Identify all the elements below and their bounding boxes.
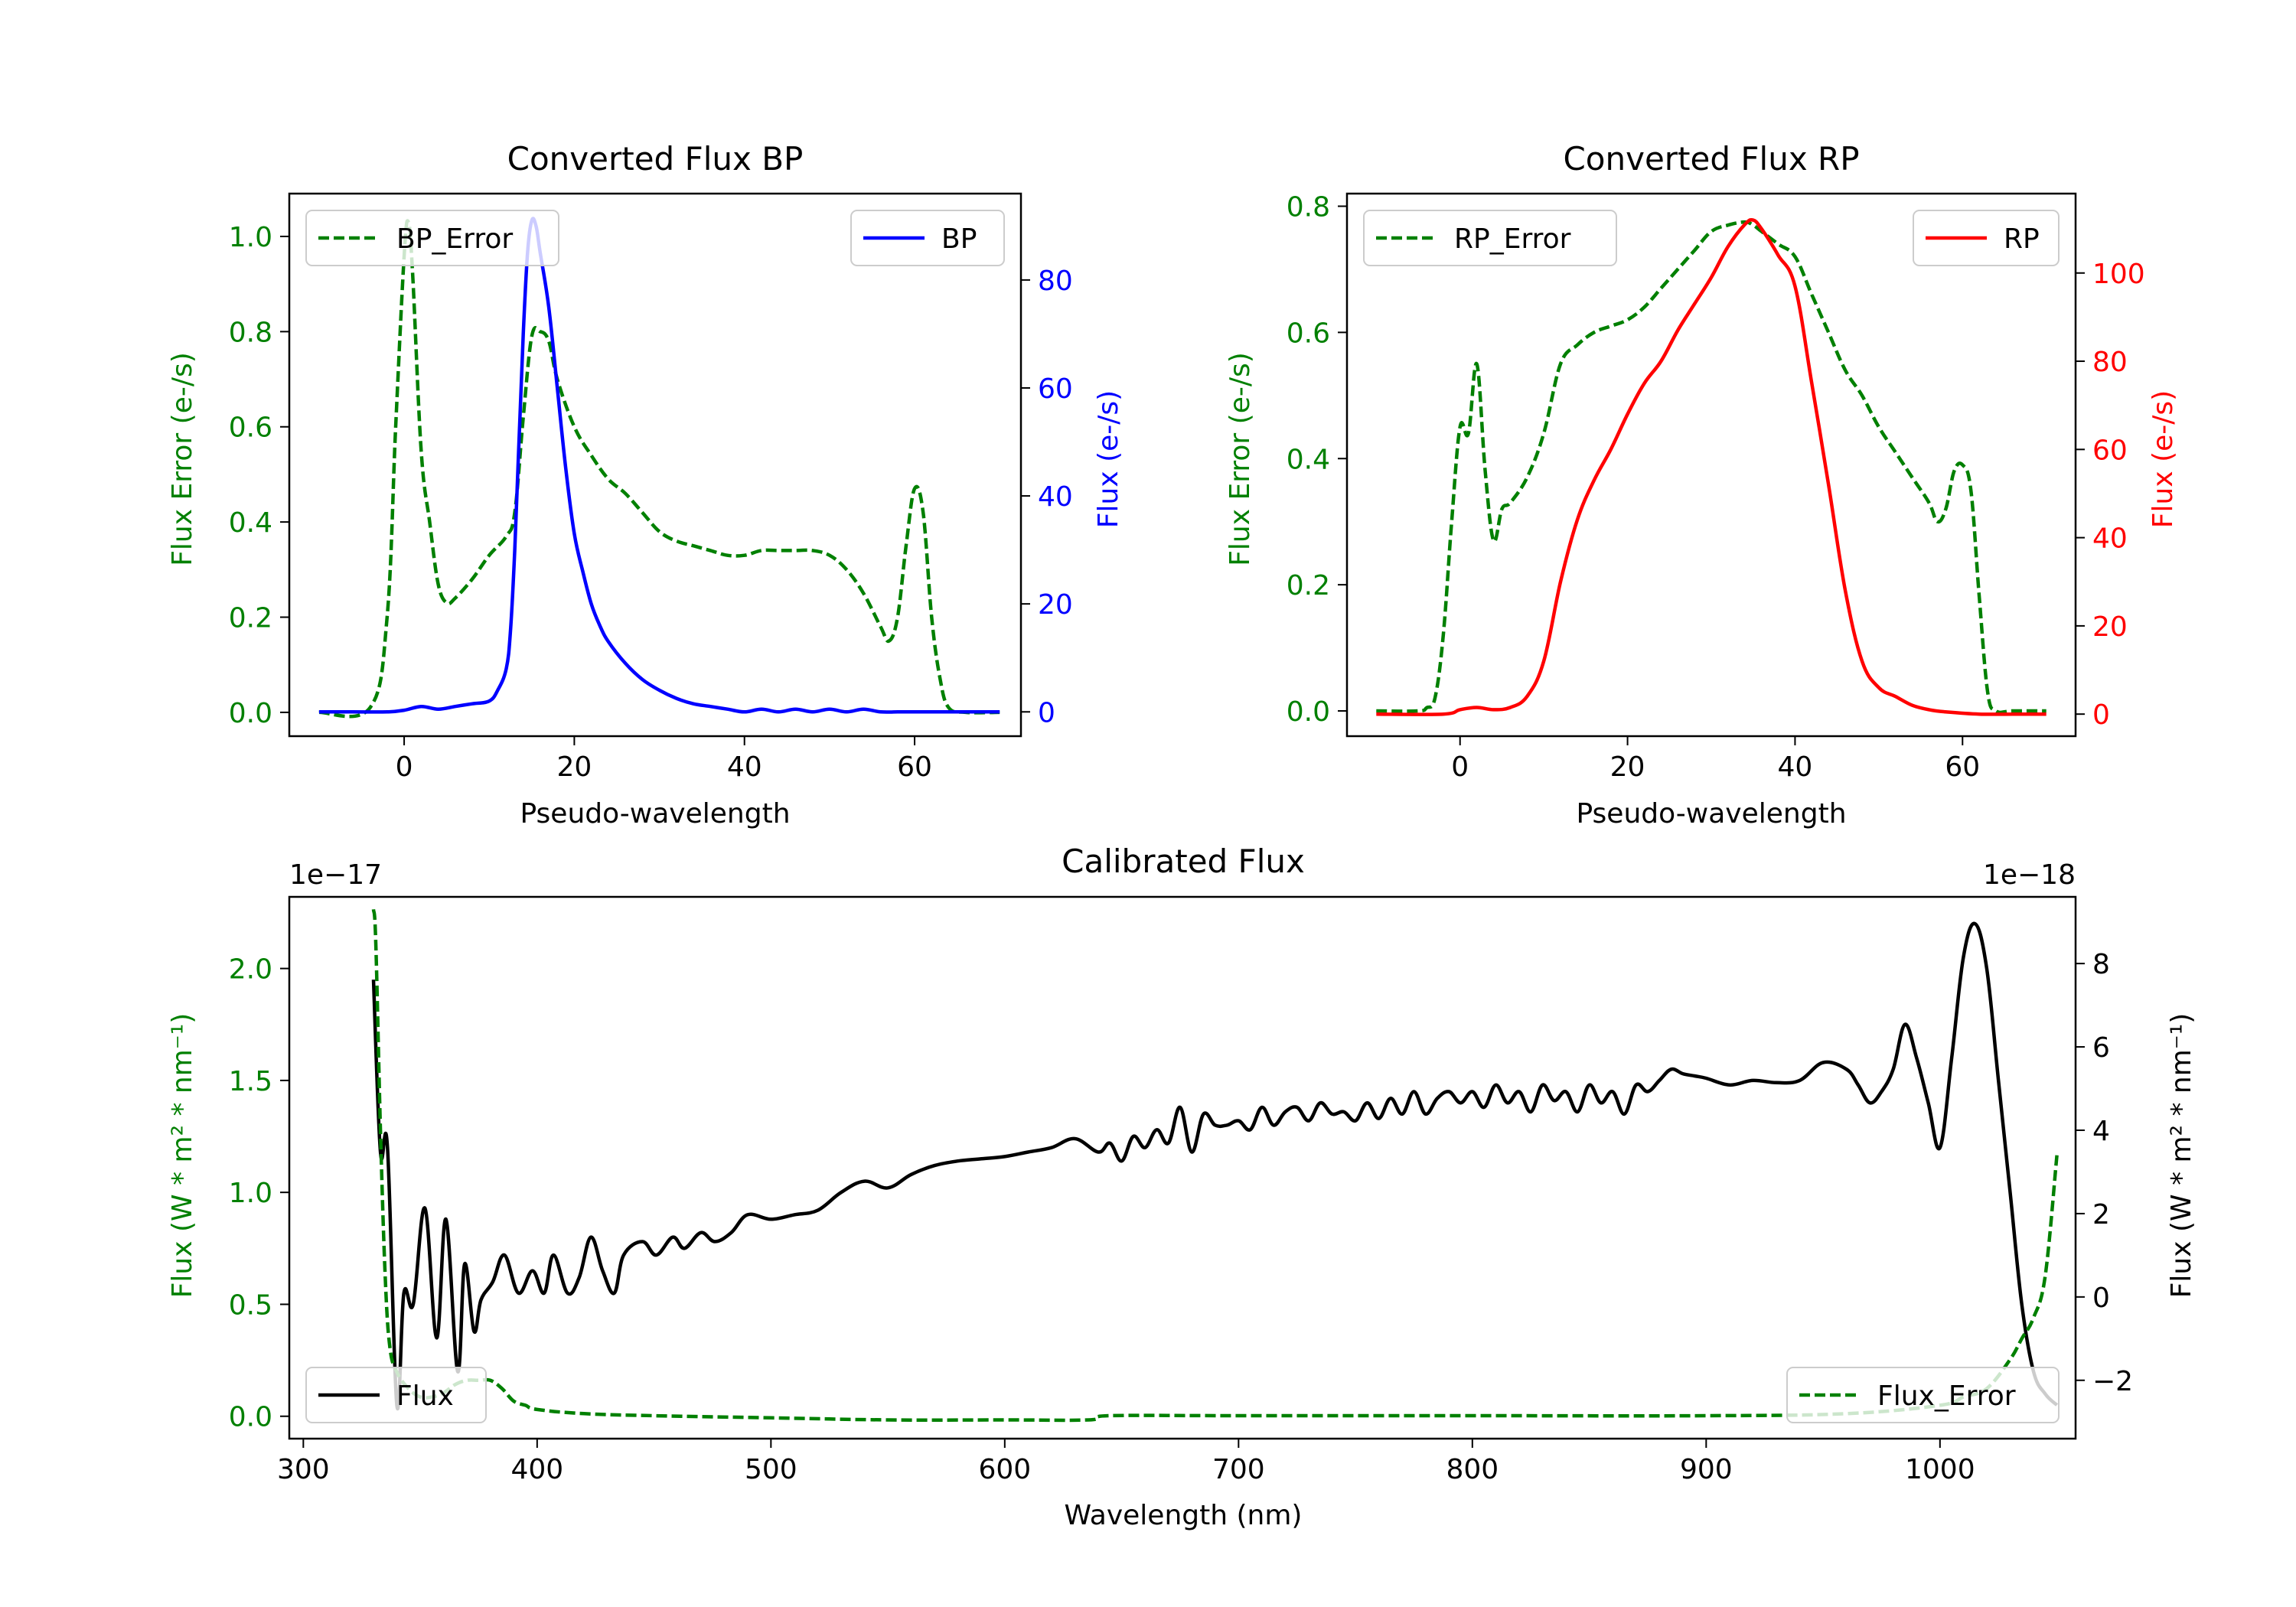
rp-legend-left-box bbox=[1363, 210, 1617, 266]
calibrated-xtick-label: 700 bbox=[1212, 1454, 1265, 1485]
rp-legend-right: RP bbox=[1913, 210, 2060, 266]
calibrated-xlabel: Wavelength (nm) bbox=[1065, 1500, 1303, 1531]
bp-ytick-left-label: 1.0 bbox=[229, 222, 272, 253]
bp-title: Converted Flux BP bbox=[507, 140, 804, 178]
bp-ytick-right-label: 20 bbox=[1038, 589, 1073, 621]
rp-ylabel-right: Flux (e-/s) bbox=[2148, 390, 2179, 528]
rp-ytick-left-label: 0.0 bbox=[1287, 696, 1330, 728]
rp-xtick-label: 40 bbox=[1778, 751, 1813, 783]
rp-ytick-left-label: 0.8 bbox=[1287, 191, 1330, 223]
rp-axes-frame bbox=[1345, 192, 2077, 738]
bp-legend-right-box bbox=[850, 210, 1005, 266]
bp-legend-left: BP_Error bbox=[305, 210, 559, 266]
rp-xtick-label: 20 bbox=[1610, 751, 1645, 783]
bp-xtick-label: 40 bbox=[727, 751, 762, 783]
rp-ytick-right-label: 40 bbox=[2092, 523, 2128, 555]
rp-line-rp bbox=[1376, 217, 2047, 716]
bp-ytick-left-label: 0.8 bbox=[229, 317, 272, 348]
calibrated-ytick-right-label: 2 bbox=[2092, 1199, 2110, 1231]
bp-ytick-right-label: 40 bbox=[1038, 481, 1073, 513]
calibrated-ytick-left-label: 0.0 bbox=[229, 1402, 272, 1433]
rp-ytick-left-label: 0.2 bbox=[1287, 570, 1330, 601]
rp-ytick-left-label: 0.4 bbox=[1287, 444, 1330, 475]
bp-xtick-label: 60 bbox=[897, 751, 932, 783]
rp-panel: Converted Flux RP Pseudo-wavelength Flux… bbox=[1225, 140, 2179, 830]
rp-ytick-right-label: 100 bbox=[2092, 259, 2145, 290]
calibrated-line-flux bbox=[371, 921, 2059, 1410]
bp-legend-right-label: BP bbox=[941, 223, 977, 255]
bp-legend-left-box bbox=[305, 210, 559, 266]
bp-line-bp-error bbox=[318, 219, 1000, 719]
calibrated-axes-frame bbox=[288, 895, 2077, 1440]
calibrated-xtick-label: 800 bbox=[1446, 1454, 1499, 1485]
calibrated-xtick-label: 600 bbox=[978, 1454, 1031, 1485]
rp-title: Converted Flux RP bbox=[1563, 140, 1859, 178]
rp-ytick-right-label: 20 bbox=[2092, 611, 2128, 643]
calibrated-legend-right-box bbox=[1786, 1367, 2060, 1423]
calibrated-title: Calibrated Flux bbox=[1062, 843, 1305, 880]
calibrated-ytick-right-label: 4 bbox=[2092, 1116, 2110, 1147]
rp-legend-left: RP_Error bbox=[1363, 210, 1617, 266]
bp-panel: Converted Flux BP Pseudo-wavelength Flux… bbox=[167, 140, 1124, 830]
bp-ytick-left-label: 0.0 bbox=[229, 698, 272, 729]
calibrated-ytick-right-label: 8 bbox=[2092, 949, 2110, 980]
calibrated-xtick-label: 1000 bbox=[1905, 1454, 1975, 1485]
calibrated-legend-right: Flux_Error bbox=[1786, 1367, 2060, 1423]
calibrated-legend-left: Flux bbox=[305, 1367, 487, 1423]
calibrated-ytick-left-label: 0.5 bbox=[229, 1289, 272, 1321]
bp-ytick-left-label: 0.4 bbox=[229, 507, 272, 539]
calibrated-offset-right: 1e−18 bbox=[1983, 859, 2076, 891]
rp-ytick-right-label: 80 bbox=[2092, 347, 2128, 378]
calibrated-xtick-label: 400 bbox=[510, 1454, 563, 1485]
calibrated-ylabel-left: Flux (W * m² * nm⁻¹) bbox=[167, 1013, 198, 1299]
rp-ytick-right-label: 0 bbox=[2092, 699, 2110, 731]
bp-xtick-label: 20 bbox=[556, 751, 592, 783]
bp-xtick-label: 0 bbox=[396, 751, 413, 783]
rp-ytick-right-label: 60 bbox=[2092, 435, 2128, 466]
rp-ylabel-left: Flux Error (e-/s) bbox=[1225, 352, 1256, 566]
calibrated-xtick-label: 500 bbox=[745, 1454, 797, 1485]
calibrated-xtick-label: 300 bbox=[277, 1454, 330, 1485]
rp-ytick-left-label: 0.6 bbox=[1287, 318, 1330, 349]
calibrated-panel: Calibrated Flux Wavelength (nm) 1e−17 1e… bbox=[167, 843, 2197, 1531]
bp-series-group bbox=[318, 217, 1000, 719]
calibrated-legend-left-label: Flux bbox=[396, 1380, 454, 1412]
bp-ylabel-right: Flux (e-/s) bbox=[1093, 390, 1124, 528]
bp-legend-right: BP bbox=[850, 210, 1005, 266]
rp-xtick-label: 0 bbox=[1451, 751, 1469, 783]
bp-ytick-right-label: 60 bbox=[1038, 373, 1073, 405]
bp-legend-left-label: BP_Error bbox=[396, 223, 513, 255]
calibrated-xtick-label: 900 bbox=[1680, 1454, 1733, 1485]
calibrated-offset-left: 1e−17 bbox=[289, 859, 382, 891]
bp-ytick-left-label: 0.2 bbox=[229, 603, 272, 634]
bp-ytick-right-label: 80 bbox=[1038, 266, 1073, 297]
rp-legend-left-label: RP_Error bbox=[1454, 223, 1571, 255]
rp-series-group bbox=[1376, 217, 2047, 716]
rp-xtick-label: 60 bbox=[1945, 751, 1980, 783]
calibrated-ytick-right-label: −2 bbox=[2092, 1366, 2133, 1397]
calibrated-ytick-left-label: 1.0 bbox=[229, 1178, 272, 1209]
bp-axes-frame bbox=[288, 192, 1022, 738]
bp-ytick-right-label: 0 bbox=[1038, 697, 1055, 729]
rp-xlabel: Pseudo-wavelength bbox=[1576, 798, 1846, 830]
bp-xlabel: Pseudo-wavelength bbox=[520, 798, 790, 830]
bp-ylabel-left: Flux Error (e-/s) bbox=[167, 352, 198, 566]
calibrated-legend-left-box bbox=[305, 1367, 487, 1423]
calibrated-legend-right-label: Flux_Error bbox=[1877, 1380, 2016, 1412]
bp-line-bp bbox=[318, 217, 1000, 714]
calibrated-ylabel-right: Flux (W * m² * nm⁻¹) bbox=[2166, 1013, 2197, 1299]
calibrated-ytick-right-label: 0 bbox=[2092, 1283, 2110, 1314]
bp-ytick-left-label: 0.6 bbox=[229, 412, 272, 444]
rp-line-rp-error bbox=[1376, 220, 2047, 715]
rp-legend-right-label: RP bbox=[2004, 223, 2040, 255]
calibrated-ytick-left-label: 2.0 bbox=[229, 954, 272, 986]
calibrated-ytick-left-label: 1.5 bbox=[229, 1066, 272, 1097]
calibrated-ytick-right-label: 6 bbox=[2092, 1032, 2110, 1064]
